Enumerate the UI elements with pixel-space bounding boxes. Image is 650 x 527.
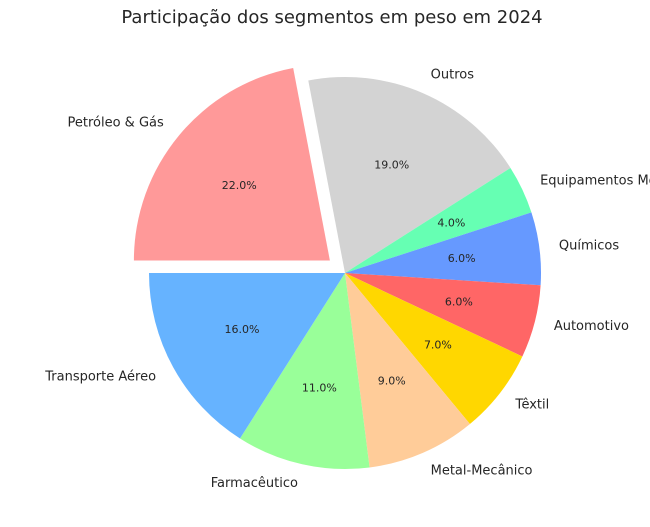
category-label-textil: Têxtil — [514, 398, 549, 413]
pct-label-metal-mecanico: 9.0% — [378, 374, 406, 387]
pct-label-transporte-aereo: 16.0% — [224, 323, 259, 336]
pie-slice-farmaceutico — [239, 273, 370, 469]
pct-label-equipamentos-medicos: 4.0% — [437, 216, 465, 229]
category-label-quimicos: Químicos — [559, 238, 619, 253]
pie-slice-metal-mecanico — [345, 273, 470, 468]
pie-slices — [133, 67, 541, 469]
category-label-automotivo: Automotivo — [554, 319, 629, 334]
chart-title: Participação dos segmentos em peso em 20… — [121, 7, 542, 28]
category-label-metal-mecanico: Metal-Mecânico — [431, 463, 533, 478]
category-label-equipamentos-medicos: Equipamentos Médicos — [540, 174, 650, 189]
pie-slice-transporte-aereo — [149, 273, 345, 439]
pie-slice-textil — [345, 273, 523, 425]
pie-slice-quimicos — [345, 212, 541, 286]
pct-label-quimicos: 6.0% — [448, 252, 476, 265]
pie-slice-equipamentos-medicos — [345, 167, 532, 273]
pct-label-outros: 19.0% — [374, 159, 409, 172]
category-label-transporte-aereo: Transporte Aéreo — [44, 369, 156, 384]
pie-slice-automotivo — [345, 273, 541, 357]
category-label-farmaceutico: Farmacêutico — [211, 476, 298, 491]
pct-label-farmaceutico: 11.0% — [302, 381, 337, 394]
pct-label-automotivo: 6.0% — [445, 296, 473, 309]
pie-slice-outros — [308, 77, 511, 273]
pie-slice-petroleo-gas — [133, 67, 330, 261]
pie-labels: 22.0% Petróleo & Gás 19.0% Outros 4.0% Equipa… — [44, 68, 650, 491]
category-label-outros: Outros — [431, 68, 475, 83]
pct-label-textil: 7.0% — [424, 339, 452, 352]
pct-label-petroleo-gas: 22.0% — [222, 179, 257, 192]
category-label-petroleo-gas: Petróleo & Gás — [68, 116, 164, 131]
